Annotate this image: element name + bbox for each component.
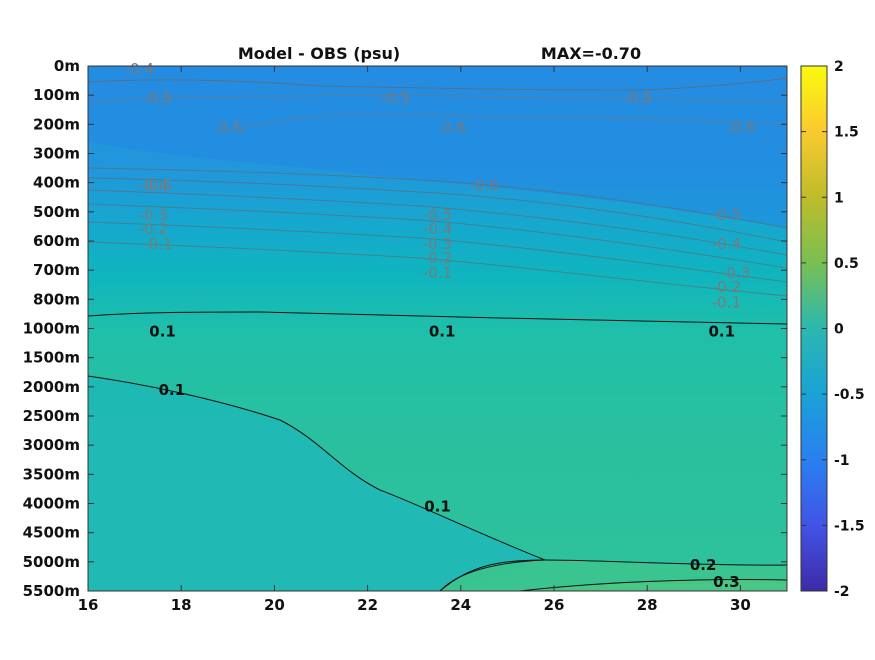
- y-tick-label: 200m: [33, 115, 80, 133]
- y-tick-label: 400m: [33, 174, 80, 192]
- contour-line: [519, 578, 787, 591]
- contour-label: -0.6: [213, 118, 242, 136]
- contour-line: [88, 94, 787, 103]
- x-tick-label: 16: [78, 596, 99, 614]
- colorbar-tick-label: -0.5: [834, 387, 865, 403]
- y-tick-label: 500m: [33, 203, 80, 221]
- x-tick-label: 30: [730, 596, 751, 614]
- x-tick-label: 24: [450, 596, 471, 614]
- contour-label: 0.1: [159, 381, 186, 399]
- x-tick-label: 20: [264, 596, 285, 614]
- contour-line: [88, 167, 787, 229]
- contour-label: -0.6: [726, 118, 755, 136]
- x-tick-label: 26: [544, 596, 565, 614]
- y-tick-label: 5500m: [23, 582, 80, 600]
- y-tick-label: 800m: [33, 290, 80, 308]
- contour-label: -0.2: [712, 278, 741, 296]
- y-tick-label: 300m: [33, 145, 80, 163]
- contour-label: -0.3: [423, 235, 452, 253]
- colorbar-tick-label: 0.5: [834, 256, 859, 272]
- x-tick-label: 22: [357, 596, 378, 614]
- chart-max-label: MAX=-0.70: [541, 44, 641, 63]
- contour-line: [88, 77, 787, 91]
- contour-label: 0.1: [708, 323, 735, 341]
- y-tick-label: 2000m: [23, 378, 80, 396]
- contour-lines: [88, 77, 787, 591]
- x-tick-label: 28: [637, 596, 658, 614]
- y-tick-label: 3500m: [23, 465, 80, 483]
- contour-line: [88, 241, 787, 297]
- contour-label: -0.1: [712, 293, 741, 311]
- contour-label: -0.5: [423, 206, 452, 224]
- contour-label: -0.4: [712, 235, 741, 253]
- contour-line: [88, 311, 787, 325]
- y-tick-label: 700m: [33, 261, 80, 279]
- colorbar-tick-label: 2: [834, 59, 844, 75]
- colorbar-tick-label: 1: [834, 190, 844, 206]
- contour-line: [88, 203, 787, 269]
- contour-label: -0.4: [423, 220, 452, 238]
- bottom-east-region: [520, 579, 787, 591]
- contour-label: -0.1: [423, 264, 452, 282]
- contour-labels: -0.4-0.5 -0.5 -0.5-0.6 -0.6 -0.6-0.5-0.4-0.3…: [125, 60, 755, 591]
- y-tick-label: 4500m: [23, 524, 80, 542]
- contour-line: [88, 375, 546, 591]
- core-region: [88, 66, 787, 228]
- y-tick-label: 4000m: [23, 495, 80, 513]
- contour-label: -0.5: [381, 89, 410, 107]
- y-tick-label: 1000m: [23, 320, 80, 338]
- contour-label: 0.2: [690, 556, 717, 574]
- contour-label: -0.5: [712, 206, 741, 224]
- contour-line: [239, 113, 787, 131]
- y-tick-label: 3000m: [23, 436, 80, 454]
- contour-label: -0.5: [623, 89, 652, 107]
- contour-label: -0.2: [139, 220, 168, 238]
- y-tick-label: 600m: [33, 232, 80, 250]
- colorbar-tick-label: -1.5: [834, 518, 865, 534]
- contour-label: -0.1: [143, 235, 172, 253]
- colorbar-tick-label: -2: [834, 584, 850, 600]
- contour-label: -0.5: [143, 89, 172, 107]
- contour-label: -0.6: [437, 118, 466, 136]
- y-tick-label: 1500m: [23, 349, 80, 367]
- colorbar-tick-label: 0: [834, 322, 844, 338]
- contour-line: [439, 559, 787, 591]
- contour-label: 0.1: [429, 323, 456, 341]
- contour-label: 0.3: [713, 573, 740, 591]
- y-tick-label: 2500m: [23, 407, 80, 425]
- deep-west-region: [88, 376, 545, 591]
- contour-label: -0.5: [143, 177, 172, 195]
- x-axis: 16 18 20 22 24 26 28 30: [78, 66, 751, 614]
- colorbar-tick-label: 1.5: [834, 125, 859, 141]
- contour-label: 0.1: [149, 323, 176, 341]
- contour-label: -0.3: [721, 264, 750, 282]
- filled-contours: [88, 66, 787, 591]
- x-tick-label: 18: [171, 596, 192, 614]
- contour-line: [88, 221, 787, 283]
- contour-label: -0.2: [423, 249, 452, 267]
- contour-label: -0.4: [125, 60, 154, 78]
- contour-label: 0.1: [424, 498, 451, 516]
- colorbar-ticks: 2 1.5 1 0.5 0 -0.5 -1 -1.5 -2: [801, 59, 865, 600]
- contour-label: -0.3: [139, 206, 168, 224]
- chart-title: Model - OBS (psu): [238, 44, 400, 63]
- contour-label: -0.6: [469, 177, 498, 195]
- contour-label: -0.4: [139, 177, 168, 195]
- y-tick-label: 0m: [54, 57, 80, 75]
- y-tick-label: 5000m: [23, 553, 80, 571]
- y-axis: 0m 100m 200m 300m 400m 500m 600m 700m 800m 1000m 1…: [23, 57, 787, 600]
- contour-line: [88, 177, 787, 243]
- contour-line: [88, 189, 787, 256]
- y-tick-label: 100m: [33, 86, 80, 104]
- colorbar-tick-label: -1: [834, 453, 850, 469]
